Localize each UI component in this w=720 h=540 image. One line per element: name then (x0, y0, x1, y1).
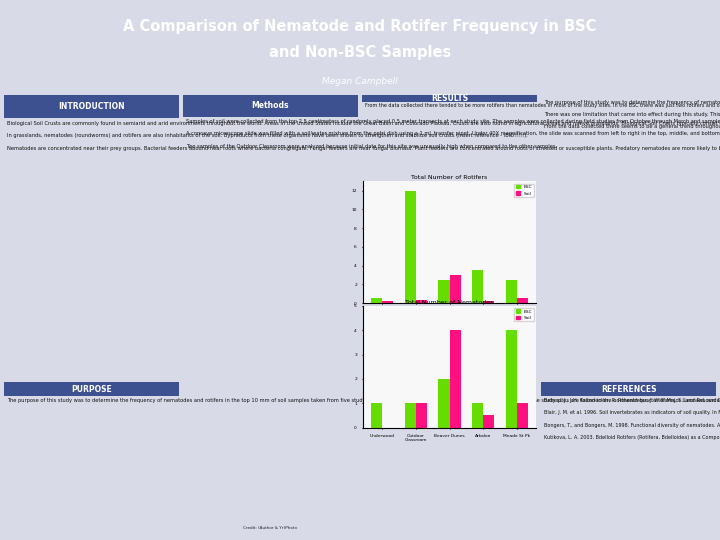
Legend: BSC, Soil: BSC, Soil (514, 184, 534, 197)
Bar (382, 301, 393, 303)
Text: From the data collected there tended to be more rotifers than nematodes in most : From the data collected there tended to … (365, 103, 720, 108)
Bar (505, 280, 517, 303)
Text: Credit: (Author & Yr)Photo: Credit: (Author & Yr)Photo (243, 526, 297, 530)
Bar (505, 330, 517, 428)
Text: Belnap, J., J.H. Kaltenecker, R. Rosentreter, J. Williams, S. Leonard, and D. El: Belnap, J., J.H. Kaltenecker, R. Rosentr… (544, 398, 720, 440)
Bar (405, 403, 416, 428)
Bar (483, 301, 495, 303)
Legend: BSC, Soil: BSC, Soil (514, 308, 534, 321)
Title: Total Number of Rotifers: Total Number of Rotifers (411, 176, 487, 180)
Bar (438, 379, 449, 428)
Bar (472, 271, 483, 303)
Text: Biological Soil Crusts are commonly found in semiarid and arid environments thro: Biological Soil Crusts are commonly foun… (7, 121, 720, 151)
FancyBboxPatch shape (541, 382, 716, 396)
Bar (416, 300, 427, 303)
Bar (438, 280, 449, 303)
Bar (416, 403, 427, 428)
Bar (517, 403, 528, 428)
Text: A Comparison of Nematode and Rotifer Frequency in BSC: A Comparison of Nematode and Rotifer Fre… (123, 19, 597, 34)
Text: Methods: Methods (252, 101, 289, 110)
Bar (371, 299, 382, 303)
Bar (483, 415, 495, 428)
Text: REFERENCES: REFERENCES (601, 385, 657, 394)
Text: The purpose of this study was to determine the frequency of nematodes and rotife: The purpose of this study was to determi… (544, 100, 720, 130)
Bar (472, 403, 483, 428)
Title: Total Number of Nematodes: Total Number of Nematodes (405, 300, 494, 305)
FancyBboxPatch shape (4, 382, 179, 396)
FancyBboxPatch shape (4, 94, 179, 118)
Bar (449, 275, 461, 303)
Bar (371, 403, 382, 428)
FancyBboxPatch shape (183, 94, 358, 117)
Text: INTRODUCTION: INTRODUCTION (58, 102, 125, 111)
Text: PURPOSE: PURPOSE (71, 385, 112, 394)
FancyBboxPatch shape (361, 94, 537, 102)
Text: Samples of soil were collected from the top 2.5 centimeters of randomly placed 0: Samples of soil were collected from the … (186, 119, 720, 149)
Text: Megan Campbell: Megan Campbell (322, 77, 398, 86)
Text: RESULTS: RESULTS (431, 94, 468, 103)
Bar (405, 191, 416, 303)
Bar (517, 299, 528, 303)
Text: and Non-BSC Samples: and Non-BSC Samples (269, 45, 451, 60)
Bar (449, 330, 461, 428)
Text: The purpose of this study was to determine the frequency of nematodes and rotife: The purpose of this study was to determi… (7, 398, 720, 403)
